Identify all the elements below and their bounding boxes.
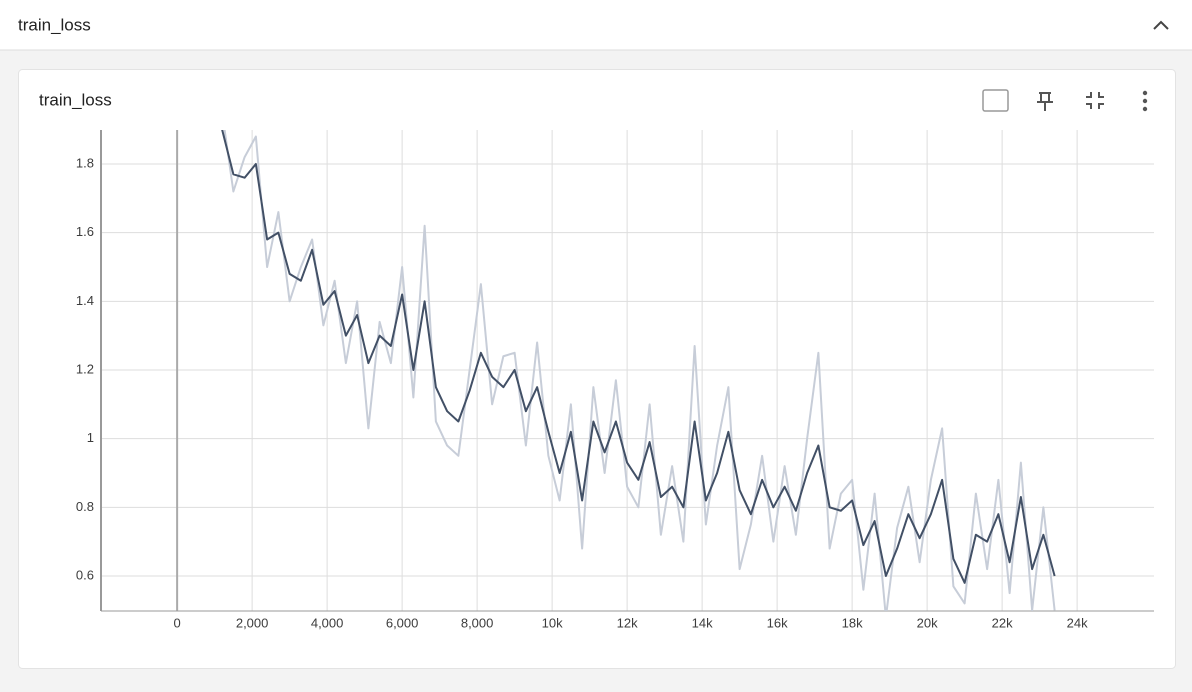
series-line (221, 130, 1056, 584)
x-tick-label: 8,000 (461, 615, 494, 630)
y-tick-label: 1.8 (76, 155, 94, 170)
x-tick-label: 6,000 (386, 615, 419, 630)
x-tick-label: 4,000 (311, 615, 344, 630)
x-tick-label: 12k (617, 615, 638, 630)
pin-button[interactable] (1037, 92, 1053, 111)
x-tick-label: 22k (992, 615, 1013, 630)
plot: 0.6 0.8 1 1.2 1.4 1.6 1.8 0 2,000 4,000 6,000 8,000… (76, 130, 1154, 630)
y-tick-label: 0.8 (76, 499, 94, 514)
x-tick-label: 0 (174, 615, 181, 630)
fit-button[interactable] (982, 89, 1009, 112)
series-line (223, 130, 1056, 611)
x-tick-label: 20k (917, 615, 938, 630)
card-title: train_loss (39, 90, 112, 109)
header-bar (0, 0, 1192, 50)
collapse-button[interactable] (1153, 20, 1169, 30)
y-tick-label: 1 (87, 430, 94, 445)
x-tick-label: 16k (767, 615, 788, 630)
x-tick-label: 10k (542, 615, 563, 630)
y-tick-label: 1.4 (76, 293, 94, 308)
menu-button[interactable] (1142, 90, 1148, 112)
x-tick-label: 14k (692, 615, 713, 630)
x-tick-label: 18k (842, 615, 863, 630)
header-title: train_loss (18, 15, 91, 34)
card (18, 69, 1176, 669)
y-tick-label: 1.2 (76, 361, 94, 376)
y-tick-label: 1.6 (76, 224, 94, 239)
series-group (221, 130, 1056, 611)
x-tick-label: 24k (1067, 615, 1088, 630)
x-tick-label: 2,000 (236, 615, 269, 630)
y-tick-label: 0.6 (76, 567, 94, 582)
shrink-button[interactable] (1086, 92, 1104, 109)
